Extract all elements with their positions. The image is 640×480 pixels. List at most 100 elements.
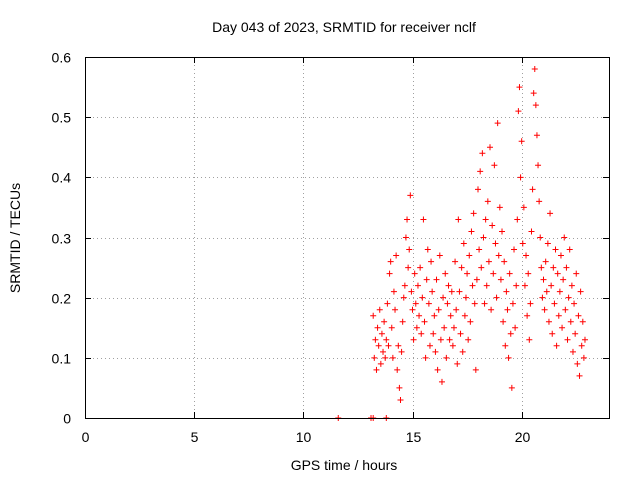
data-point bbox=[399, 318, 406, 325]
data-point bbox=[414, 282, 421, 289]
data-point bbox=[578, 342, 585, 349]
plot-frame bbox=[85, 57, 610, 419]
data-point bbox=[565, 294, 572, 301]
data-point bbox=[455, 216, 462, 223]
data-point bbox=[429, 288, 436, 295]
data-point bbox=[535, 162, 542, 169]
data-point bbox=[377, 360, 384, 367]
data-point bbox=[501, 258, 508, 265]
data-point bbox=[409, 306, 416, 313]
data-point bbox=[407, 192, 414, 199]
data-point bbox=[412, 300, 419, 307]
data-point bbox=[561, 234, 568, 241]
y-axis-label: SRMTID / TECUs bbox=[7, 183, 23, 293]
y-tick-label: 0.6 bbox=[52, 50, 72, 66]
data-point bbox=[376, 306, 383, 313]
data-point bbox=[438, 378, 445, 385]
data-point bbox=[413, 324, 420, 331]
data-point bbox=[418, 330, 425, 337]
data-point bbox=[550, 264, 557, 271]
data-point bbox=[509, 300, 516, 307]
data-point bbox=[487, 144, 494, 151]
y-tick-label: 0.4 bbox=[52, 170, 72, 186]
data-point bbox=[492, 240, 499, 247]
data-point bbox=[549, 330, 556, 337]
data-point bbox=[581, 336, 588, 343]
x-tick-label: 10 bbox=[296, 429, 312, 445]
data-point bbox=[393, 252, 400, 259]
data-point bbox=[479, 150, 486, 157]
data-point bbox=[425, 300, 432, 307]
data-point bbox=[521, 282, 528, 289]
data-point bbox=[459, 348, 466, 355]
data-point bbox=[404, 216, 411, 223]
data-point bbox=[406, 246, 413, 253]
data-point bbox=[420, 216, 427, 223]
data-point bbox=[452, 258, 459, 265]
data-point bbox=[450, 324, 457, 331]
data-point bbox=[496, 204, 503, 211]
data-point bbox=[426, 342, 433, 349]
data-point bbox=[400, 294, 407, 301]
data-point bbox=[499, 228, 506, 235]
data-point bbox=[384, 300, 391, 307]
data-point bbox=[370, 312, 377, 319]
data-point bbox=[371, 354, 378, 361]
data-point bbox=[401, 282, 408, 289]
data-point bbox=[443, 354, 450, 361]
data-point bbox=[442, 270, 449, 277]
data-point bbox=[477, 168, 484, 175]
data-point bbox=[411, 270, 418, 277]
data-point bbox=[484, 198, 491, 205]
data-point bbox=[529, 186, 536, 193]
data-point bbox=[493, 294, 500, 301]
data-point bbox=[397, 396, 404, 403]
data-point bbox=[472, 366, 479, 373]
data-point bbox=[575, 312, 582, 319]
data-point bbox=[390, 288, 397, 295]
data-point bbox=[502, 342, 509, 349]
data-point bbox=[559, 324, 566, 331]
data-point bbox=[553, 342, 560, 349]
data-point bbox=[567, 318, 574, 325]
data-point bbox=[389, 354, 396, 361]
data-point bbox=[457, 330, 464, 337]
data-point bbox=[508, 384, 515, 391]
data-point bbox=[540, 276, 547, 283]
data-point bbox=[373, 366, 380, 373]
data-point bbox=[569, 348, 576, 355]
data-point bbox=[465, 336, 472, 343]
data-point bbox=[536, 198, 543, 205]
data-point bbox=[516, 84, 523, 91]
data-point bbox=[454, 360, 461, 367]
data-point bbox=[441, 324, 448, 331]
data-point bbox=[577, 288, 584, 295]
data-point bbox=[524, 312, 531, 319]
data-point bbox=[497, 276, 504, 283]
data-point bbox=[416, 312, 423, 319]
data-point bbox=[448, 288, 455, 295]
data-point bbox=[431, 312, 438, 319]
data-point bbox=[482, 216, 489, 223]
data-point bbox=[421, 318, 428, 325]
data-point bbox=[542, 258, 549, 265]
data-point bbox=[466, 252, 473, 259]
data-point bbox=[538, 264, 545, 271]
data-point bbox=[447, 312, 454, 319]
data-point bbox=[573, 270, 580, 277]
data-point bbox=[380, 348, 387, 355]
data-point bbox=[518, 138, 525, 145]
chart-title: Day 043 of 2023, SRMTID for receiver ncl… bbox=[212, 19, 476, 35]
data-point bbox=[470, 210, 477, 217]
data-point bbox=[539, 294, 546, 301]
data-point bbox=[545, 318, 552, 325]
data-point bbox=[504, 306, 511, 313]
data-point bbox=[446, 336, 453, 343]
data-point bbox=[520, 204, 527, 211]
data-point bbox=[513, 282, 520, 289]
data-point bbox=[435, 306, 442, 313]
data-point bbox=[556, 288, 563, 295]
data-point bbox=[543, 288, 550, 295]
x-axis-label: GPS time / hours bbox=[291, 457, 398, 473]
data-point bbox=[572, 330, 579, 337]
